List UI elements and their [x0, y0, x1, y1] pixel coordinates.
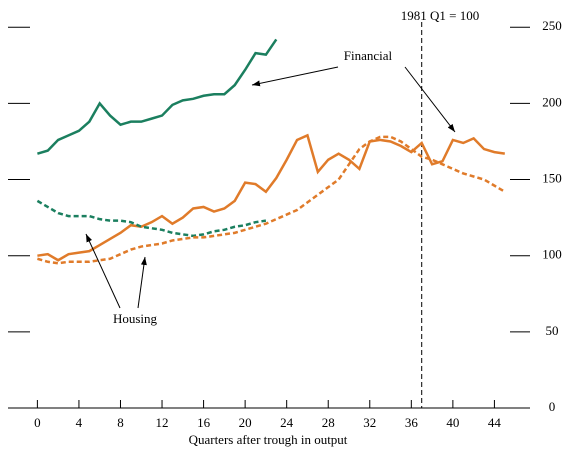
y-tick-label: 0	[549, 399, 556, 414]
annotation: Financial	[344, 48, 393, 63]
annotation-arrow	[85, 233, 121, 309]
annotation-arrow	[251, 66, 339, 87]
series-line	[36, 199, 267, 238]
series-line	[37, 38, 278, 155]
x-tick-label: 24	[280, 415, 294, 430]
x-tick-label: 16	[197, 415, 211, 430]
series-line	[37, 135, 506, 265]
y-tick-label: 250	[542, 18, 562, 33]
x-tick-label: 12	[156, 415, 169, 430]
x-tick-label: 20	[239, 415, 252, 430]
annotation: 1981 Q1 = 100	[401, 8, 479, 23]
y-tick-label: 50	[546, 323, 559, 338]
x-tick-label: 36	[405, 415, 419, 430]
x-tick-label: 44	[488, 415, 502, 430]
y-tick-label: 150	[542, 171, 562, 186]
annotation-arrow	[137, 256, 147, 309]
annotation: Housing	[113, 311, 158, 326]
x-tick-label: 32	[363, 415, 376, 430]
y-tick-label: 200	[542, 94, 562, 109]
x-axis-label: Quarters after trough in output	[189, 432, 348, 447]
series-line	[37, 133, 505, 262]
x-tick-label: 4	[76, 415, 83, 430]
x-tick-label: 0	[34, 415, 41, 430]
annotation-arrow	[404, 66, 456, 133]
x-tick-label: 28	[322, 415, 335, 430]
x-tick-label: 8	[117, 415, 124, 430]
x-tick-label: 40	[446, 415, 459, 430]
y-tick-label: 100	[542, 247, 562, 262]
